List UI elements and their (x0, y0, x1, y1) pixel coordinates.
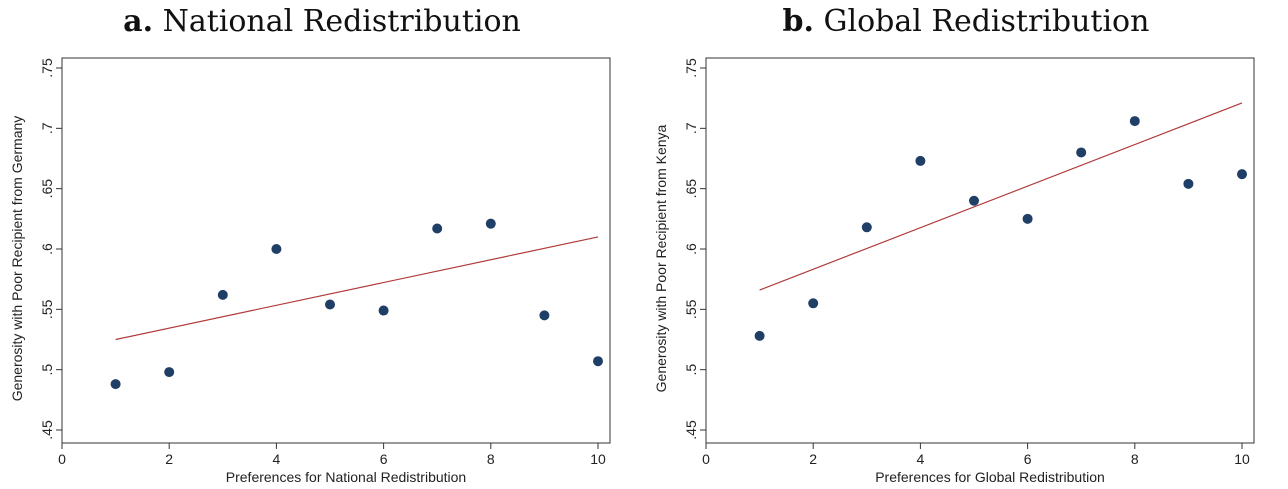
x-tick-label: 10 (1234, 451, 1250, 467)
data-point (271, 244, 282, 254)
panel-letter: a. (123, 4, 154, 39)
panel-title: b. Global Redistribution (644, 4, 1288, 39)
plot-frame (61, 57, 611, 444)
data-point (1237, 169, 1247, 180)
x-axis-title: Preferences for National Redistribution (226, 469, 466, 485)
scatter-plot-global: 0 2 4 6 8 10 .45 .5 .55 .6 .65 .7 .75 Preferences for… (653, 57, 1255, 485)
x-tick-label: 4 (917, 451, 925, 467)
y-tick-label: .7 (39, 122, 55, 134)
panel-title: a. National Redistribution (0, 4, 644, 39)
y-tick-label: .7 (683, 122, 699, 134)
y-axis-title: Generosity with Poor Recipient from Keny… (653, 124, 669, 392)
y-tick-label: .65 (683, 179, 699, 199)
data-point (915, 155, 926, 166)
data-point (808, 298, 819, 309)
y-tick-label: .5 (39, 364, 55, 376)
panel-global: b. Global Redistribution 0 2 4 6 8 10 .45 .5 .55… (644, 0, 1288, 489)
data-point (861, 222, 872, 233)
y-tick-label: .75 (39, 58, 55, 78)
plot-frame (705, 57, 1255, 444)
x-tick-label: 0 (702, 451, 710, 467)
data-point (593, 356, 603, 367)
panel-national: a. National Redistribution 0 2 4 6 8 10 .45 .5.… (0, 4, 644, 485)
x-tick-label: 6 (380, 451, 388, 467)
y-tick-label: .6 (39, 243, 55, 255)
y-tick-label: .6 (683, 243, 699, 255)
data-point (539, 310, 550, 321)
y-tick-label: .45 (39, 420, 55, 440)
y-axis-title: Generosity with Poor Recipient from Germ… (9, 116, 25, 402)
x-tick-label: 10 (590, 451, 606, 467)
fit-line (115, 236, 599, 341)
data-point (485, 218, 496, 229)
y-tick-label: .55 (683, 299, 699, 319)
data-point (1183, 178, 1194, 189)
y-tick-label: .5 (683, 364, 699, 376)
data-point (325, 299, 335, 310)
x-tick-label: 6 (1024, 451, 1032, 467)
data-point (110, 379, 121, 390)
data-point (754, 330, 765, 341)
panel-title-text: Global Redistribution (823, 4, 1150, 39)
data-point (217, 289, 228, 300)
y-tick-label: .75 (683, 58, 699, 78)
x-tick-label: 8 (1131, 451, 1139, 467)
data-point (1129, 116, 1140, 127)
data-point (1076, 147, 1087, 158)
x-tick-label: 0 (58, 451, 66, 467)
y-tick-label: .55 (39, 299, 55, 319)
panel-title-text: National Redistribution (162, 4, 521, 39)
data-point (969, 195, 979, 206)
y-tick-label: .65 (39, 179, 55, 199)
data-point (1022, 213, 1033, 224)
scatter-plot-national: 0 2 4 6 8 10 .45 .5 .55 .6 .65 .7 .75 Preferences for… (9, 57, 611, 485)
fit-line (759, 102, 1243, 291)
x-tick-label: 8 (487, 451, 495, 467)
data-point (432, 223, 443, 234)
data-point (164, 367, 175, 378)
y-tick-label: .45 (683, 420, 699, 440)
data-point (378, 305, 389, 316)
x-tick-label: 2 (165, 451, 173, 467)
panel-letter: b. (782, 4, 814, 39)
x-axis-title: Preferences for Global Redistribution (875, 469, 1105, 485)
x-tick-label: 4 (273, 451, 281, 467)
x-tick-label: 2 (809, 451, 817, 467)
